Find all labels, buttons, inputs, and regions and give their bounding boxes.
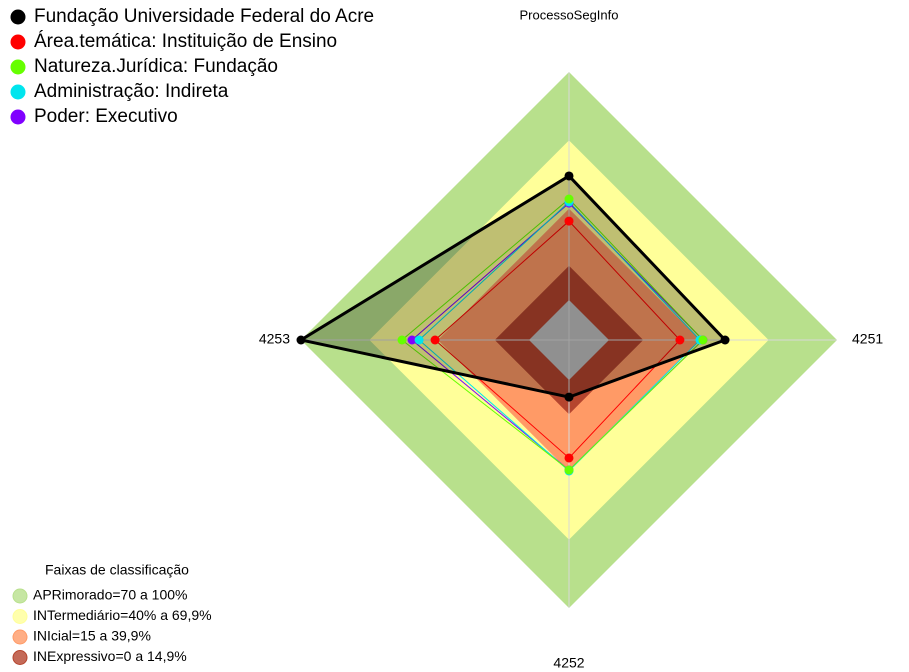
- point: [564, 465, 574, 475]
- legend-marker: [10, 9, 26, 25]
- point: [675, 335, 685, 345]
- point: [296, 335, 306, 345]
- point: [407, 335, 417, 345]
- legend-marker: [10, 84, 26, 100]
- axis-label: 4252: [553, 655, 584, 671]
- axis-label: 4251: [852, 331, 883, 347]
- point: [564, 392, 574, 402]
- point: [430, 335, 440, 345]
- band-legend-marker: [12, 609, 28, 624]
- point: [564, 194, 574, 204]
- band-legend-marker: [12, 650, 28, 665]
- axis-label: 4253: [259, 331, 290, 347]
- point: [720, 335, 730, 345]
- point: [698, 335, 708, 345]
- band-legend-label: INIcial=15 a 39,9%: [33, 628, 151, 644]
- legend-marker: [10, 109, 26, 125]
- point: [414, 335, 424, 345]
- legend-marker: [10, 59, 26, 75]
- point: [564, 453, 574, 463]
- legend-label: Fundação Universidade Federal do Acre: [34, 6, 374, 27]
- band-legend-title: Faixas de classificação: [45, 562, 189, 578]
- legend-label: Área.temática: Instituição de Ensino: [34, 31, 337, 52]
- band-legend-marker: [12, 629, 28, 645]
- legend-label: Administração: Indireta: [34, 81, 229, 102]
- band-legend-label: INExpressivo=0 a 14,9%: [33, 648, 187, 664]
- point: [564, 171, 574, 181]
- band-legend-label: APRimorado=70 a 100%: [33, 587, 188, 603]
- legend-label: Natureza.Jurídica: Fundação: [34, 56, 278, 77]
- band-legend-label: INTermediário=40% a 69,9%: [33, 607, 212, 623]
- legend-label: Poder: Executivo: [34, 106, 178, 127]
- band-legend-marker: [12, 588, 28, 604]
- axis-label: ProcessoSegInfo: [519, 7, 618, 22]
- legend-marker: [10, 34, 26, 50]
- point: [564, 216, 574, 226]
- point: [397, 335, 407, 345]
